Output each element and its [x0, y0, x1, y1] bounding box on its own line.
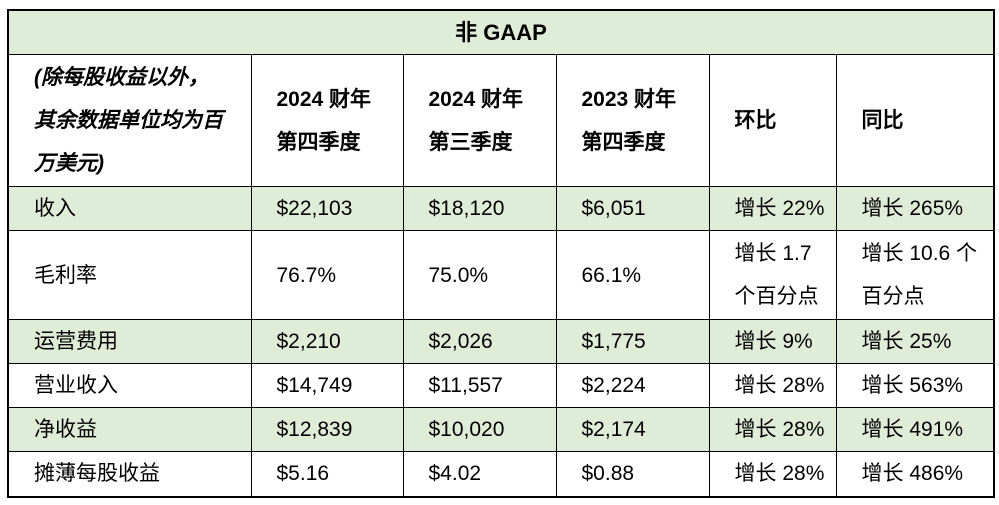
cell-q4fy24: $12,839: [250, 407, 404, 452]
row-label-gross-margin: 毛利率: [7, 230, 252, 320]
non-gaap-financial-table: 非 GAAP (除每股收益以外， 其余数据单位均为百 万美元) 2024 财年 …: [7, 9, 996, 498]
table-header-row: (除每股收益以外， 其余数据单位均为百 万美元) 2024 财年 第四季度 20…: [7, 54, 995, 187]
table-row-diluted-eps: 摊薄每股收益 $5.16 $4.02 $0.88 增长 28% 增长 486%: [7, 451, 995, 497]
table-title-row: 非 GAAP: [7, 9, 995, 55]
table-title: 非 GAAP: [7, 9, 995, 55]
cell-q4fy23: $2,224: [555, 363, 710, 408]
cell-q4fy23: $6,051: [555, 186, 710, 231]
cell-q4fy23: $0.88: [555, 451, 710, 497]
cell-qoq: 增长 22%: [708, 186, 837, 231]
col-header-qoq: 环比: [708, 54, 837, 187]
cell-q3fy24: $2,026: [402, 319, 557, 364]
cell-q4fy24: $2,210: [250, 319, 404, 364]
cell-q4fy24: $5.16: [250, 451, 404, 497]
cell-qoq: 增长 28%: [708, 451, 837, 497]
cell-yoy: 增长 10.6 个 百分点: [835, 230, 995, 320]
cell-qoq: 增长 9%: [708, 319, 837, 364]
col-header-yoy: 同比: [835, 54, 995, 187]
col-header-q4-fy2024: 2024 财年 第四季度: [250, 54, 404, 187]
table-row-operating-expenses: 运营费用 $2,210 $2,026 $1,775 增长 9% 增长 25%: [7, 319, 995, 364]
row-label-diluted-eps: 摊薄每股收益: [7, 451, 252, 497]
cell-q4fy24: $14,749: [250, 363, 404, 408]
cell-q3fy24: 75.0%: [402, 230, 557, 320]
cell-q4fy23: 66.1%: [555, 230, 710, 320]
cell-yoy: 增长 491%: [835, 407, 995, 452]
row-label-revenue: 收入: [7, 186, 252, 231]
cell-q3fy24: $4.02: [402, 451, 557, 497]
table-row-gross-margin: 毛利率 76.7% 75.0% 66.1% 增长 1.7 个百分点 增长 10.…: [7, 230, 995, 320]
cell-q4fy24: $22,103: [250, 186, 404, 231]
row-label-operating-income: 营业收入: [7, 363, 252, 408]
table-row-revenue: 收入 $22,103 $18,120 $6,051 增长 22% 增长 265%: [7, 186, 995, 231]
table-row-net-income: 净收益 $12,839 $10,020 $2,174 增长 28% 增长 491…: [7, 407, 995, 452]
cell-yoy: 增长 25%: [835, 319, 995, 364]
cell-yoy: 增长 486%: [835, 451, 995, 497]
cell-yoy: 增长 563%: [835, 363, 995, 408]
col-header-q3-fy2024: 2024 财年 第三季度: [402, 54, 557, 187]
cell-q3fy24: $11,557: [402, 363, 557, 408]
cell-q4fy23: $1,775: [555, 319, 710, 364]
cell-q4fy23: $2,174: [555, 407, 710, 452]
cell-qoq: 增长 28%: [708, 407, 837, 452]
cell-yoy: 增长 265%: [835, 186, 995, 231]
cell-qoq: 增长 28%: [708, 363, 837, 408]
corner-note: (除每股收益以外， 其余数据单位均为百 万美元): [7, 54, 252, 187]
row-label-operating-expenses: 运营费用: [7, 319, 252, 364]
table-row-operating-income: 营业收入 $14,749 $11,557 $2,224 增长 28% 增长 56…: [7, 363, 995, 408]
row-label-net-income: 净收益: [7, 407, 252, 452]
cell-q3fy24: $18,120: [402, 186, 557, 231]
cell-q4fy24: 76.7%: [250, 230, 404, 320]
cell-qoq: 增长 1.7 个百分点: [708, 230, 837, 320]
col-header-q4-fy2023: 2023 财年 第四季度: [555, 54, 710, 187]
cell-q3fy24: $10,020: [402, 407, 557, 452]
